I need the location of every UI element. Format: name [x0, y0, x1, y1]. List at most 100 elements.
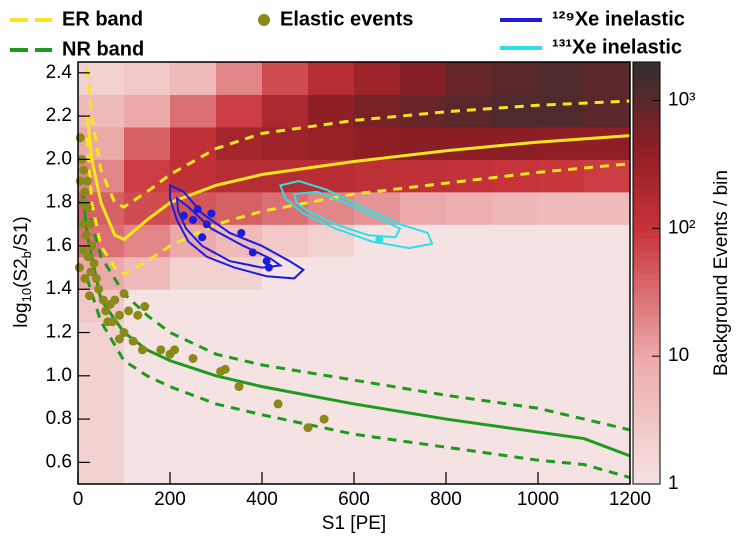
colorbar-step — [633, 167, 660, 176]
heatmap-cell — [170, 386, 217, 420]
heatmap-cell — [216, 321, 263, 355]
heatmap-cell — [354, 191, 401, 225]
heatmap-cell — [124, 256, 171, 290]
heatmap-cell — [308, 321, 355, 355]
colorbar-step — [633, 69, 660, 77]
y-tick-label: 1.8 — [46, 192, 72, 213]
heatmap-cell — [400, 159, 447, 193]
heatmap-cell — [262, 62, 309, 95]
elastic-point — [86, 267, 96, 277]
heatmap-cell — [400, 94, 447, 128]
heatmap-cell — [354, 62, 401, 95]
heatmap-cell — [584, 94, 631, 128]
heatmap-cell — [262, 126, 309, 160]
heatmap-cell — [400, 224, 447, 258]
x-tick-label: 1200 — [609, 489, 651, 510]
heatmap-cell — [78, 62, 125, 95]
colorbar-step — [633, 315, 660, 323]
inelastic-point — [207, 209, 216, 218]
heatmap-cell — [308, 451, 355, 485]
heatmap-cell — [492, 224, 539, 258]
x-tick-label: 200 — [154, 489, 186, 510]
heatmap-cell — [262, 289, 309, 323]
heatmap-cell — [354, 126, 401, 160]
contour — [169, 183, 306, 280]
heatmap-cell — [492, 354, 539, 388]
heatmap-cell — [446, 191, 493, 225]
elastic-point — [74, 263, 84, 273]
heatmap-cell — [170, 126, 217, 160]
heatmap-cell — [584, 126, 631, 160]
colorbar-step — [633, 399, 660, 408]
heatmap-cell — [124, 419, 171, 453]
plot-area — [74, 62, 631, 485]
heatmap-cell — [354, 289, 401, 323]
colorbar-step — [633, 406, 660, 415]
heatmap-cell — [492, 419, 539, 453]
y-tick-label: 0.6 — [46, 451, 72, 472]
heatmap-cell — [446, 256, 493, 290]
elastic-point — [273, 399, 283, 409]
colorbar-tick-label: 10² — [668, 217, 695, 238]
elastic-point — [77, 219, 87, 229]
heatmap-cell — [78, 94, 125, 128]
heatmap-cell — [492, 159, 539, 193]
heatmap-cell — [538, 224, 585, 258]
heatmap-cell — [400, 354, 447, 388]
heatmap-cell — [262, 451, 309, 485]
heatmap-cell — [538, 62, 585, 95]
colorbar-step — [633, 392, 660, 401]
elastic-point — [140, 302, 150, 312]
colorbar-step — [633, 104, 660, 112]
heatmap-cell — [216, 126, 263, 160]
band-lower — [85, 277, 631, 479]
elastic-point — [188, 353, 198, 363]
colorbar-step — [633, 427, 660, 436]
heatmap-cell — [124, 159, 171, 193]
colorbar-step — [633, 476, 660, 485]
heatmap-cell — [400, 191, 447, 225]
colorbar-step — [633, 188, 660, 197]
colorbar-tick-label: 1 — [668, 473, 679, 494]
colorbar-step — [633, 83, 660, 91]
elastic-point — [79, 165, 89, 175]
colorbar-step — [633, 371, 660, 379]
heatmap-cell — [538, 126, 585, 160]
heatmap-cell — [78, 386, 125, 420]
heatmap-cell — [446, 289, 493, 323]
heatmap-cell — [170, 94, 217, 128]
colorbar-step — [633, 343, 660, 351]
colorbar-step — [633, 378, 660, 387]
heatmap-cell — [262, 419, 309, 453]
colorbar-step — [633, 329, 660, 337]
heatmap-cell — [216, 62, 263, 95]
heatmap-cell — [170, 451, 217, 485]
heatmap-cell — [584, 321, 631, 355]
heatmap-cell — [538, 289, 585, 323]
heatmap-cell — [78, 354, 125, 388]
heatmap-cell — [216, 386, 263, 420]
colorbar-step — [633, 420, 660, 429]
x-tick-label: 0 — [73, 489, 84, 510]
heatmap-cell — [308, 224, 355, 258]
heatmap-cell — [584, 62, 631, 95]
heatmap-cell — [354, 94, 401, 128]
inelastic-point — [179, 211, 188, 220]
heatmap-cell — [446, 62, 493, 95]
heatmap-cell — [78, 126, 125, 160]
heatmap-cell — [262, 159, 309, 193]
colorbar-step — [633, 195, 660, 204]
heatmap-cell — [538, 256, 585, 290]
heatmap-cell — [538, 321, 585, 355]
colorbar-step — [633, 181, 660, 190]
colorbar-step — [633, 336, 660, 344]
heatmap-cell — [446, 126, 493, 160]
inelastic-point — [198, 233, 207, 242]
heatmap-cell — [308, 419, 355, 453]
y-label-part: (S2 — [11, 258, 32, 288]
heatmap-cell — [400, 62, 447, 95]
heatmap-cell — [538, 94, 585, 128]
colorbar-step — [633, 62, 660, 70]
y-tick-label: 0.8 — [46, 408, 72, 429]
elastic-point — [75, 133, 85, 143]
